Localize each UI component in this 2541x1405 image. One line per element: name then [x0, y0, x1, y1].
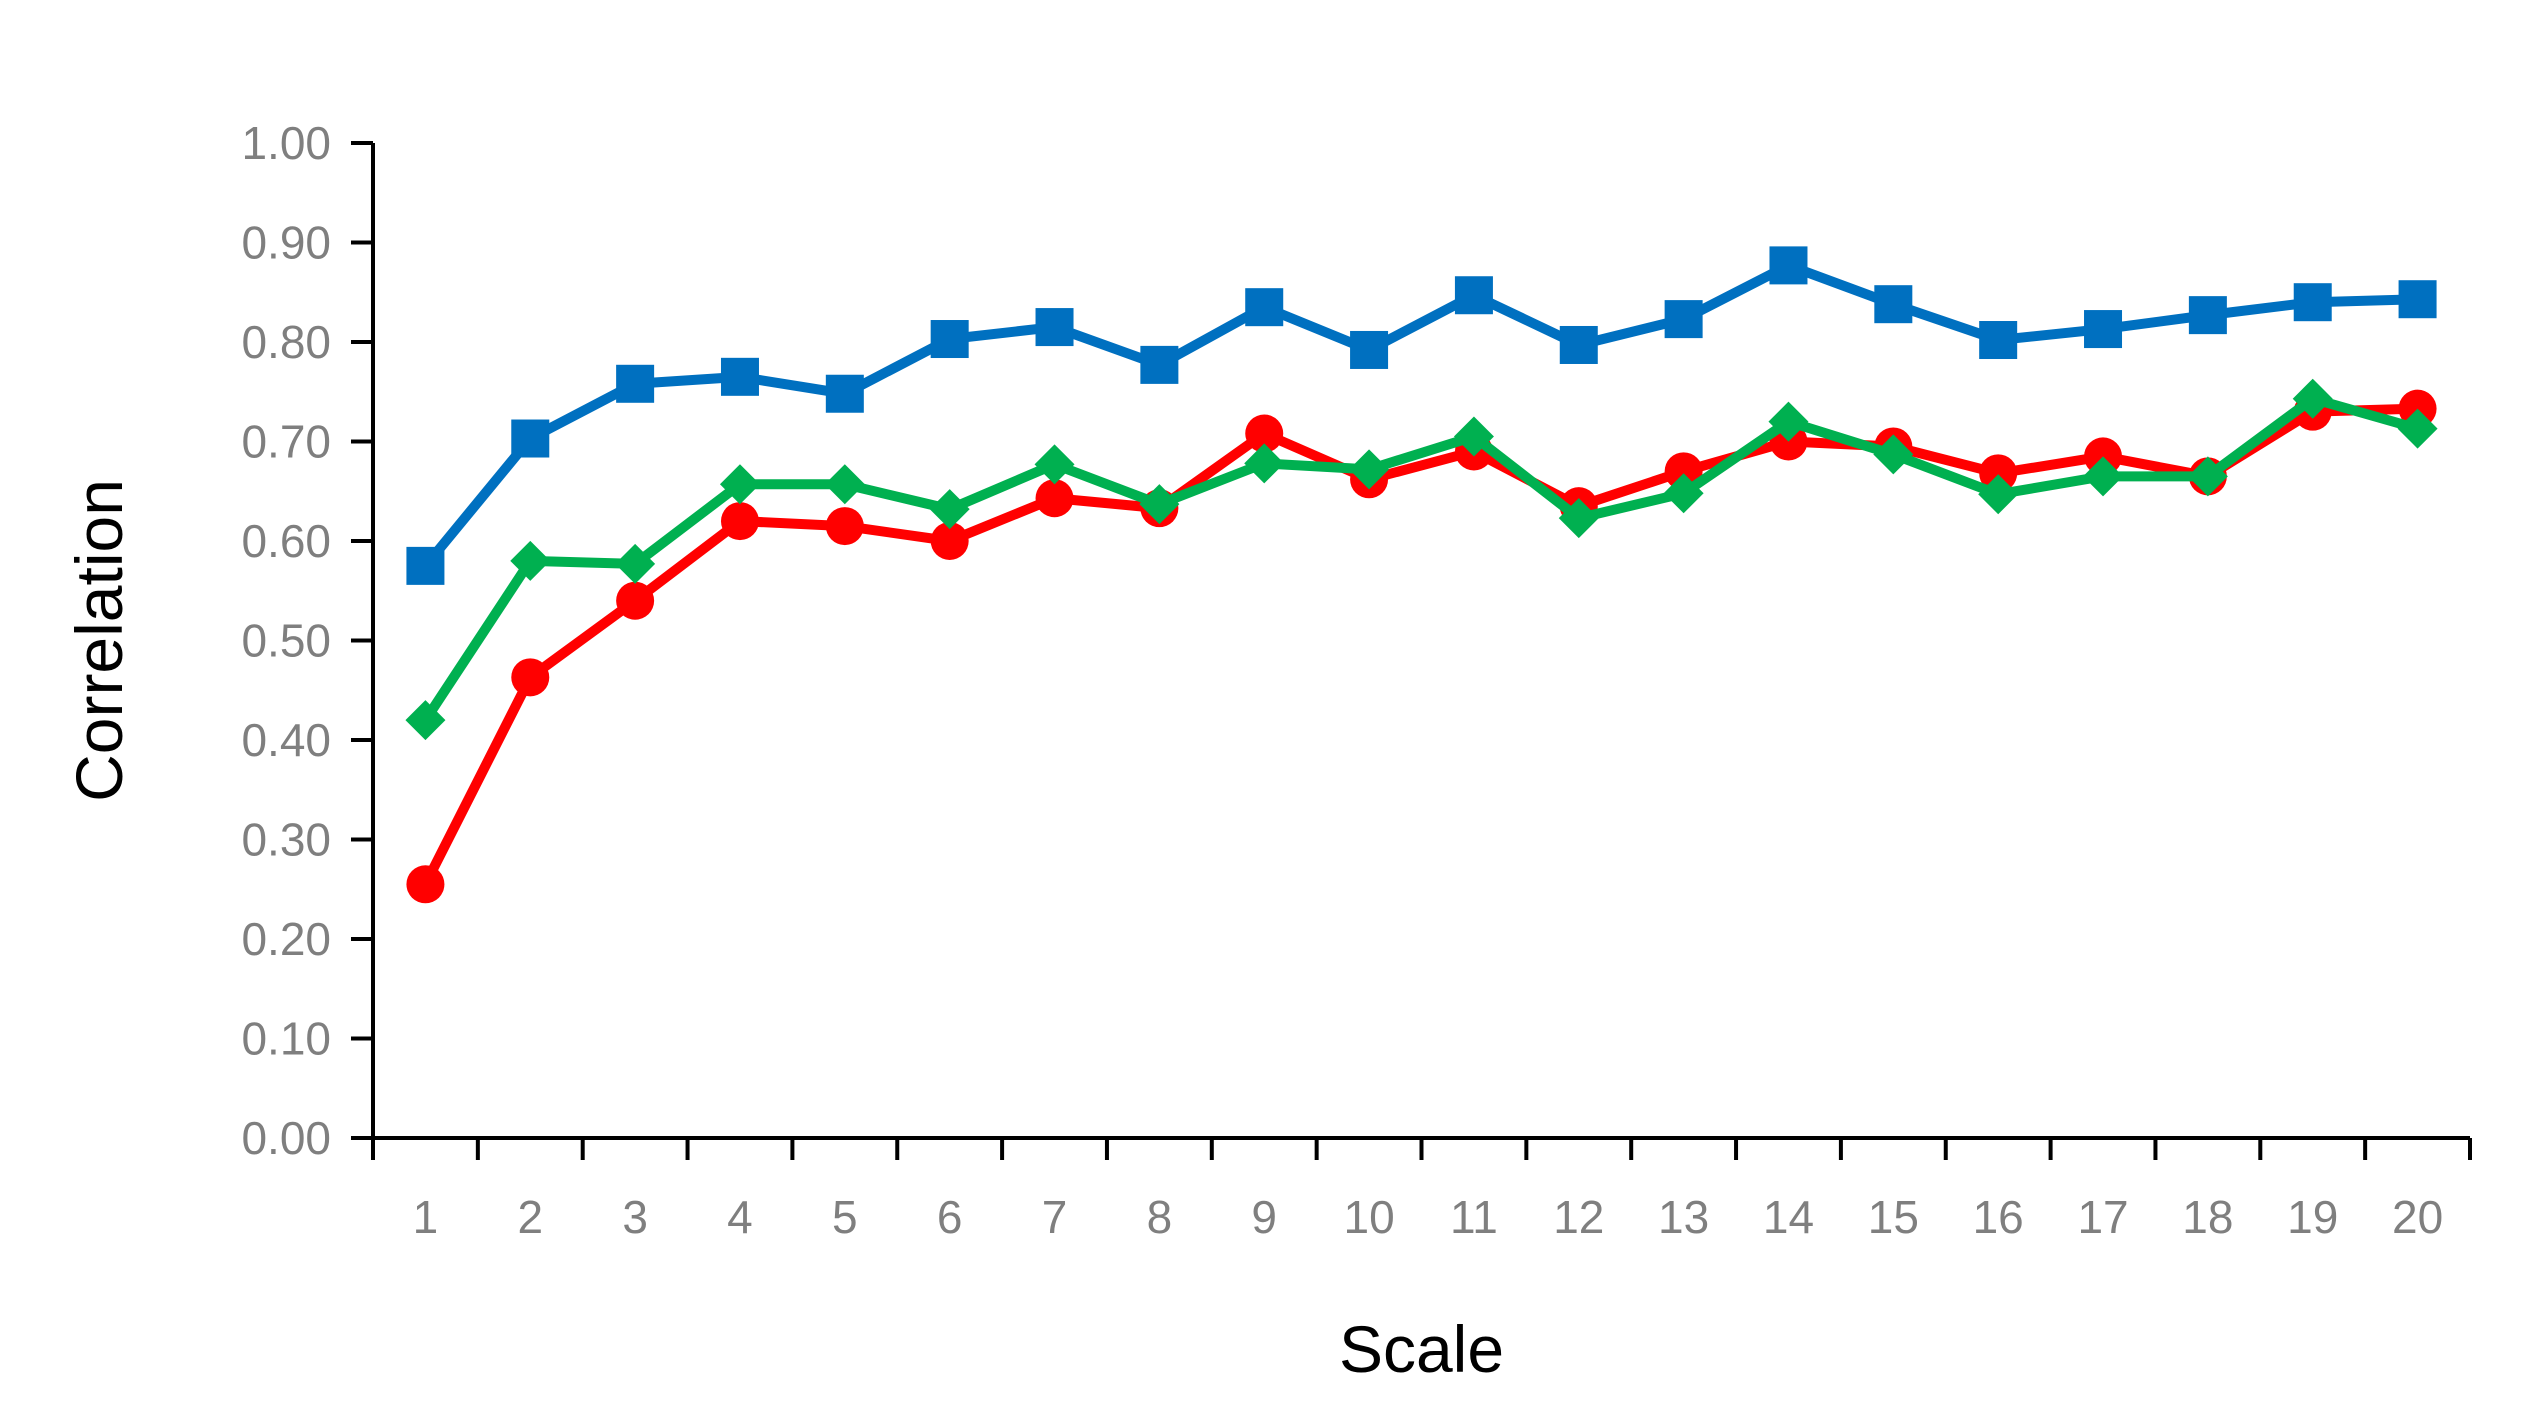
y-tick-label: 0.50 [241, 615, 331, 667]
data-point [1349, 449, 1390, 490]
x-tick-label: 19 [2287, 1191, 2338, 1243]
data-point [824, 464, 865, 505]
data-point [1769, 246, 1808, 285]
data-point [2397, 408, 2438, 449]
data-point [1874, 285, 1913, 324]
data-point [1663, 473, 1704, 514]
data-point [1035, 479, 1074, 518]
data-point [825, 507, 864, 546]
x-axis-title: Scale [1339, 1312, 1504, 1386]
data-point [1140, 345, 1179, 384]
data-point [929, 489, 970, 530]
data-point [719, 464, 760, 505]
x-tick-label: 14 [1763, 1191, 1814, 1243]
data-point [405, 700, 446, 741]
data-point [825, 374, 864, 413]
x-tick-label: 11 [1450, 1191, 1498, 1243]
x-tick-label: 4 [727, 1191, 753, 1243]
x-tick-label: 7 [1042, 1191, 1068, 1243]
x-tick-label: 18 [2182, 1191, 2233, 1243]
series-layer [405, 246, 2438, 904]
data-point [616, 364, 655, 403]
data-point [2293, 283, 2332, 322]
data-point [1664, 300, 1703, 339]
data-point [1979, 321, 2018, 360]
data-point [615, 543, 656, 584]
data-point [720, 357, 759, 396]
data-point [1768, 401, 1809, 442]
data-point [406, 546, 445, 585]
y-tick-label: 0.20 [241, 913, 331, 965]
x-tick-label: 20 [2392, 1191, 2443, 1243]
y-tick-label: 1.00 [241, 117, 331, 169]
data-point [1350, 330, 1389, 369]
series-circle [406, 389, 2437, 904]
x-tick-label: 15 [1868, 1191, 1919, 1243]
x-axis-ticks: 1 2 3 4 5 6 7 8 9 10 11 12 13 14 15 16 17 18 19 20 [371, 1138, 2472, 1243]
x-tick-label: 13 [1658, 1191, 1709, 1243]
y-tick-label: 0.90 [241, 217, 331, 269]
data-point [1035, 308, 1074, 347]
data-point [2188, 296, 2227, 335]
y-tick-label: 0.10 [241, 1013, 331, 1065]
y-tick-label: 0.60 [241, 515, 331, 567]
data-point [2083, 456, 2124, 497]
data-point [511, 419, 550, 458]
y-tick-label: 0.80 [241, 316, 331, 368]
x-tick-label: 8 [1147, 1191, 1173, 1243]
data-point [510, 540, 551, 581]
y-axis-ticks: 0.00 0.10 0.20 0.30 0.40 0.50 0.60 0.70 0.80 0.90… [241, 117, 373, 1164]
y-tick-label: 0.30 [241, 814, 331, 866]
y-tick-label: 0.00 [241, 1112, 331, 1164]
data-point [930, 320, 969, 359]
data-point [2292, 378, 2333, 419]
x-tick-label: 2 [517, 1191, 543, 1243]
x-tick-label: 16 [1973, 1191, 2024, 1243]
data-point [406, 865, 445, 904]
data-point [720, 502, 759, 541]
series-square [406, 246, 2437, 585]
data-point [1139, 484, 1180, 525]
data-point [2084, 310, 2123, 349]
data-point [1559, 325, 1598, 364]
data-point [1244, 443, 1285, 484]
data-point [2187, 456, 2228, 497]
data-point [1978, 474, 2019, 515]
data-point [1454, 276, 1493, 315]
data-point [2398, 280, 2437, 319]
data-point [616, 581, 655, 620]
x-tick-label: 5 [832, 1191, 858, 1243]
x-tick-label: 10 [1343, 1191, 1394, 1243]
data-point [1245, 414, 1284, 453]
data-point [511, 658, 550, 697]
series-diamond [405, 378, 2438, 741]
x-tick-label: 9 [1251, 1191, 1277, 1243]
x-tick-label: 12 [1553, 1191, 1604, 1243]
x-tick-label: 17 [2077, 1191, 2128, 1243]
x-tick-label: 3 [622, 1191, 648, 1243]
data-point [1245, 288, 1284, 327]
data-point [1034, 444, 1075, 485]
y-tick-label: 0.70 [241, 416, 331, 468]
x-tick-label: 1 [413, 1191, 439, 1243]
data-point [1558, 498, 1599, 539]
x-tick-label: 6 [937, 1191, 963, 1243]
data-point [1979, 454, 2018, 493]
data-point [1873, 434, 1914, 475]
y-tick-label: 0.40 [241, 714, 331, 766]
data-point [1453, 416, 1494, 457]
data-point [930, 522, 969, 560]
y-axis-title: Correlation [62, 479, 136, 802]
